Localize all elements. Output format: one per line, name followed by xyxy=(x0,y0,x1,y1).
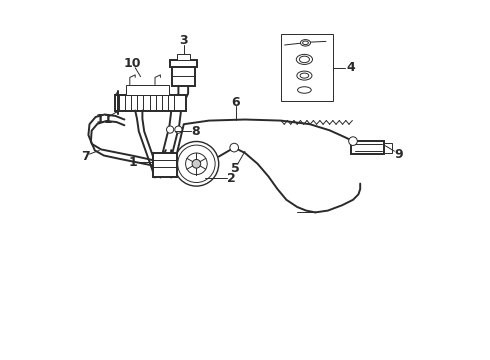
Bar xyxy=(172,65,196,86)
Bar xyxy=(116,95,186,111)
Text: 8: 8 xyxy=(191,125,199,138)
Circle shape xyxy=(178,145,215,183)
Bar xyxy=(170,60,197,67)
Bar xyxy=(153,153,176,177)
Text: 1: 1 xyxy=(129,156,137,168)
Circle shape xyxy=(186,153,207,175)
Circle shape xyxy=(167,126,174,133)
Circle shape xyxy=(230,143,239,152)
Circle shape xyxy=(349,137,357,145)
Ellipse shape xyxy=(303,41,308,45)
Bar xyxy=(177,54,190,60)
Circle shape xyxy=(174,141,219,186)
Text: 9: 9 xyxy=(394,148,403,161)
Circle shape xyxy=(192,159,201,168)
Bar xyxy=(281,34,333,101)
Ellipse shape xyxy=(299,56,310,63)
Ellipse shape xyxy=(296,54,313,64)
Text: 3: 3 xyxy=(179,34,188,47)
Bar xyxy=(126,85,170,95)
Text: 10: 10 xyxy=(124,57,142,69)
Ellipse shape xyxy=(300,40,311,46)
Text: 5: 5 xyxy=(231,162,239,175)
Text: 4: 4 xyxy=(346,61,355,74)
Text: 2: 2 xyxy=(227,172,236,185)
Circle shape xyxy=(175,126,182,133)
Bar xyxy=(384,143,392,153)
Text: 6: 6 xyxy=(232,96,240,109)
Ellipse shape xyxy=(300,73,309,78)
Text: 7: 7 xyxy=(81,150,90,163)
Ellipse shape xyxy=(297,87,311,93)
Bar xyxy=(351,141,384,154)
Text: 11: 11 xyxy=(95,113,113,126)
Ellipse shape xyxy=(297,71,312,80)
